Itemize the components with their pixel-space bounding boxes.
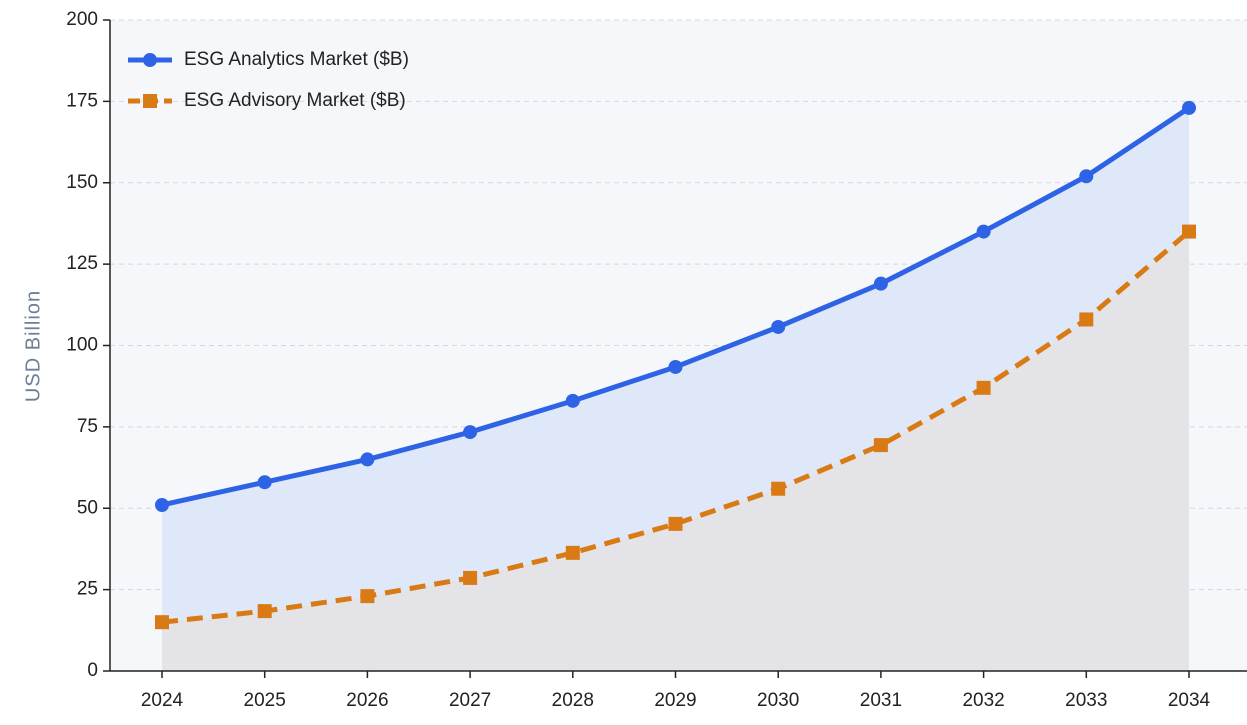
marker	[771, 319, 786, 334]
x-tick-label: 2032	[962, 690, 1004, 711]
y-tick-label: 175	[66, 90, 98, 111]
legend-marker	[143, 53, 157, 67]
x-tick-label: 2029	[654, 690, 696, 711]
marker	[873, 276, 888, 291]
y-tick-label: 0	[87, 660, 98, 681]
x-tick-label: 2031	[860, 690, 902, 711]
y-tick-label: 100	[66, 335, 98, 356]
marker	[463, 425, 478, 440]
legend-label: ESG Advisory Market ($B)	[184, 90, 406, 111]
x-tick-label: 2026	[346, 690, 388, 711]
x-tick-label: 2024	[141, 690, 184, 711]
legend-label: ESG Analytics Market ($B)	[184, 49, 409, 70]
marker	[1079, 169, 1094, 184]
y-axis-label: USD Billion	[22, 290, 44, 402]
marker	[360, 452, 375, 467]
marker	[976, 380, 991, 395]
y-tick-label: 125	[66, 253, 98, 274]
marker	[1079, 312, 1094, 327]
marker	[463, 570, 478, 585]
marker	[257, 604, 272, 619]
x-tick-label: 2025	[244, 690, 286, 711]
x-tick-label: 2027	[449, 690, 491, 711]
y-tick-label: 25	[77, 579, 98, 600]
marker	[565, 545, 580, 560]
legend-marker	[143, 94, 157, 108]
marker	[155, 615, 169, 630]
marker	[1182, 100, 1196, 115]
marker	[360, 589, 375, 604]
marker	[565, 393, 580, 408]
marker	[668, 516, 683, 531]
x-tick-label: 2030	[757, 690, 799, 711]
marker	[873, 438, 888, 453]
x-tick-label: 2033	[1065, 690, 1107, 711]
marker	[257, 475, 272, 490]
y-tick-label: 150	[66, 172, 98, 193]
x-tick-label: 2028	[552, 690, 594, 711]
series-line	[161, 229, 1191, 625]
y-tick-label: 50	[77, 497, 98, 518]
y-tick-label: 75	[77, 416, 98, 437]
marker	[1182, 224, 1196, 239]
marker	[976, 224, 991, 239]
marker	[771, 481, 786, 496]
x-tick-label: 2034	[1168, 690, 1211, 711]
area	[162, 231, 1189, 671]
y-tick-label: 200	[66, 9, 98, 30]
marker	[155, 497, 169, 512]
marker	[668, 359, 683, 374]
